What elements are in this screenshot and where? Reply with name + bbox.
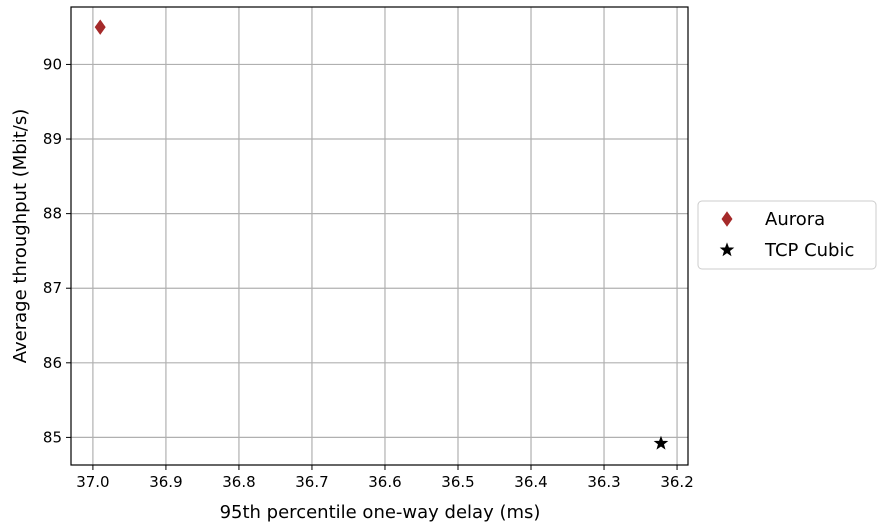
data-point-aurora (94, 19, 106, 35)
legend: Aurora TCP Cubic (697, 200, 877, 270)
legend-label-aurora: Aurora (765, 209, 825, 230)
y-tick-label: 85 (43, 428, 62, 446)
x-tick-label: 36.6 (368, 473, 401, 491)
legend-marker-aurora (721, 211, 733, 227)
plot-area-frame (70, 6, 689, 466)
legend-label-tcp-cubic: TCP Cubic (764, 240, 854, 261)
x-tick-label: 36.3 (587, 473, 620, 491)
x-tick-label: 36.4 (514, 473, 547, 491)
legend-marker-tcp-cubic (719, 242, 735, 257)
x-tick-label: 36.8 (222, 473, 255, 491)
axis-ticks: 37.0 36.9 36.8 36.7 36.6 36.5 36.4 36.3 36.2 85 86… (43, 55, 694, 491)
y-tick-label: 90 (43, 55, 62, 73)
x-axis-label: 95th percentile one-way delay (ms) (220, 502, 541, 523)
y-tick-label: 89 (43, 130, 62, 148)
x-tick-label: 36.9 (149, 473, 182, 491)
x-tick-label: 36.7 (295, 473, 328, 491)
y-tick-label: 88 (43, 205, 62, 223)
y-tick-label: 87 (43, 279, 62, 297)
legend-box (697, 200, 877, 270)
y-tick-label: 86 (43, 354, 62, 372)
grid (71, 7, 688, 465)
x-tick-label: 37.0 (76, 473, 109, 491)
y-axis-label: Average throughput (Mbit/s) (10, 109, 31, 363)
data-point-tcp-cubic (653, 435, 669, 450)
x-tick-label: 36.5 (441, 473, 474, 491)
data-points (94, 19, 669, 450)
x-tick-label: 36.2 (660, 473, 693, 491)
